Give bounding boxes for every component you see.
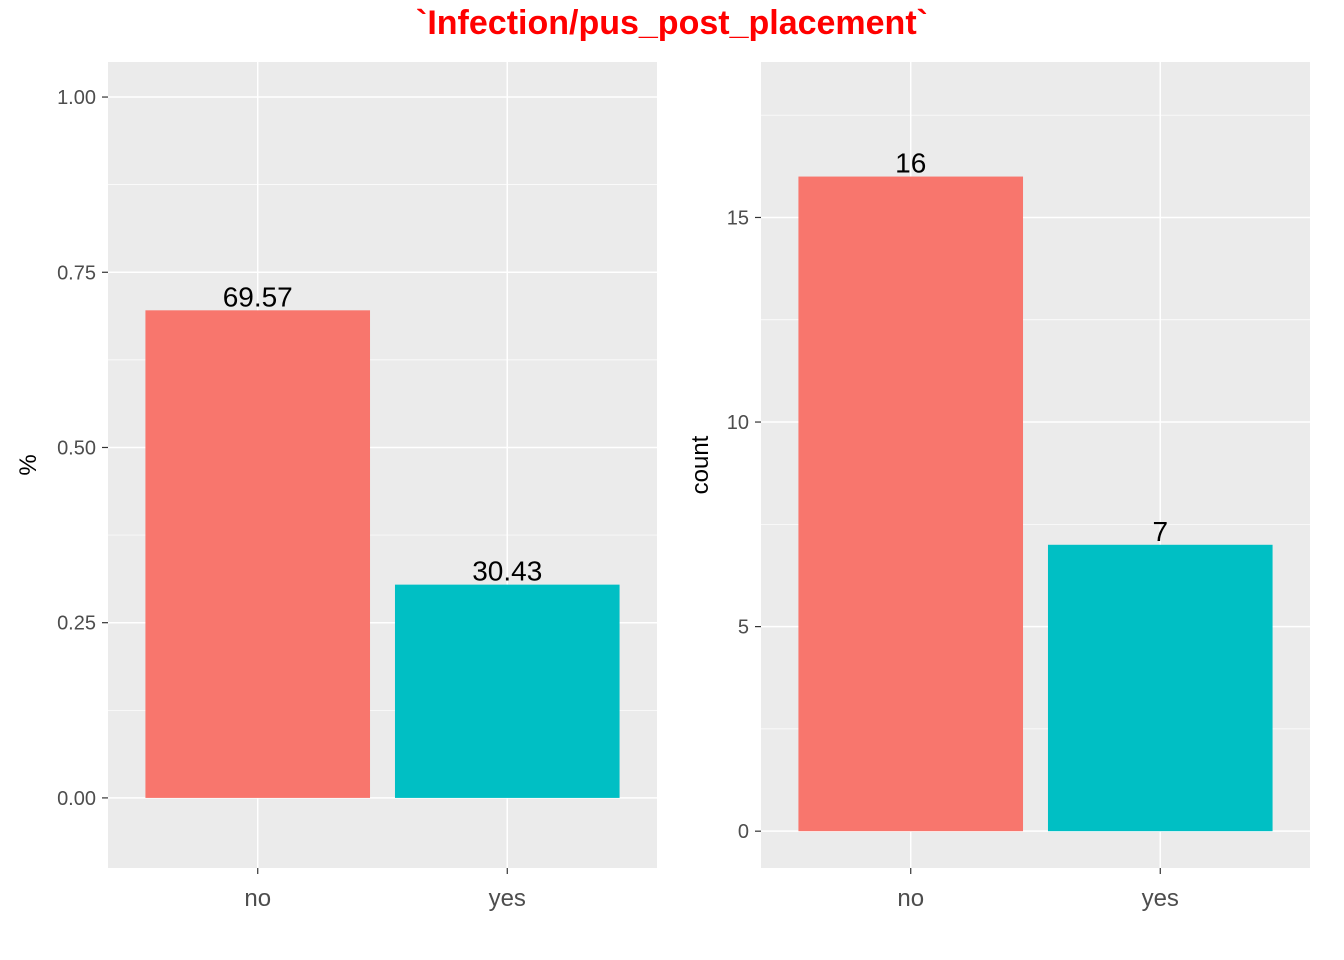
y-tick-label: 15: [727, 207, 749, 229]
data-label-yes: 7: [1152, 516, 1168, 547]
chart-title: `Infection/pus_post_placement`: [416, 4, 928, 42]
data-label-yes: 30.43: [472, 556, 542, 587]
data-label-no: 69.57: [223, 281, 293, 312]
x-tick-label-yes: yes: [489, 885, 526, 912]
bar-yes: [1047, 544, 1273, 832]
x-tick-label-yes: yes: [1142, 885, 1179, 912]
y-tick-label: 0.50: [57, 437, 96, 459]
y-tick-label: 0.00: [57, 788, 96, 810]
y-tick-label: 10: [727, 412, 749, 434]
y-axis-title: count: [687, 435, 714, 494]
bar-no: [798, 176, 1024, 832]
x-tick-label-no: no: [244, 885, 271, 912]
bar-yes: [394, 584, 620, 798]
chart-panel-2: 16 7 0 5 10 15 no yes count: [687, 62, 1310, 912]
y-tick-label: 1.00: [57, 87, 96, 109]
chart-panel-1: 69.57 30.43 0.00 0.25 0.50 0.75 1.00 no yes%: [15, 62, 657, 912]
y-tick-label: 5: [738, 617, 749, 639]
bar-no: [145, 310, 371, 798]
y-axis-title: %: [15, 454, 42, 475]
y-tick-label: 0: [738, 821, 749, 843]
data-label-no: 16: [895, 148, 926, 179]
y-tick-label: 0.75: [57, 262, 96, 284]
x-tick-label-no: no: [897, 885, 924, 912]
y-tick-label: 0.25: [57, 613, 96, 635]
